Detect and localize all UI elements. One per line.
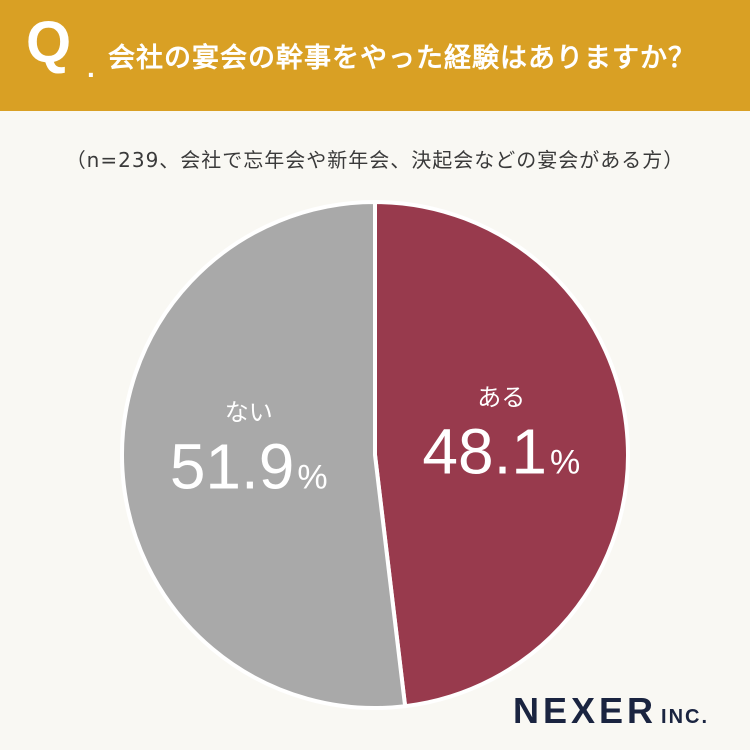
pie-slice-yes	[373, 200, 630, 709]
nexer-logo: NEXER INC.	[513, 690, 709, 732]
question-header: Q . 会社の宴会の幹事をやった経験はありますか？	[0, 0, 750, 111]
q-dot: .	[87, 52, 95, 83]
logo-main-text: NEXER	[513, 690, 658, 731]
slice-label-no: ない	[225, 399, 273, 427]
pie-slice-no	[120, 200, 408, 710]
chart-subtitle: （n=239、会社で忘年会や新年会、決起会などの宴会がある方）	[65, 148, 685, 172]
slice-value-yes: 48.1%	[422, 415, 580, 487]
slice-value-no: 51.9%	[170, 431, 328, 503]
logo-sub-text: INC.	[661, 706, 710, 728]
slice-label-yes: ある	[477, 383, 525, 411]
q-mark: Q	[26, 10, 72, 75]
question-text: 会社の宴会の幹事をやった経験はありますか？	[108, 43, 696, 74]
